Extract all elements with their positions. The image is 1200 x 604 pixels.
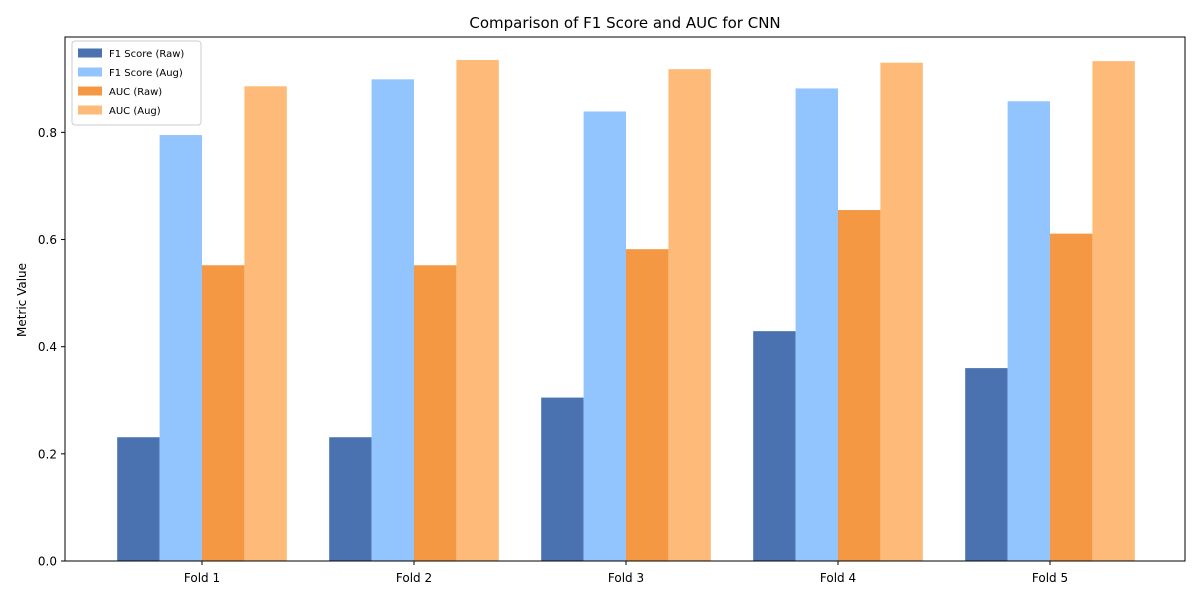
bar-f1-score-aug-1: [159, 135, 202, 562]
bar-auc-aug-5: [1092, 61, 1135, 562]
x-tick-label: Fold 5: [1032, 571, 1068, 585]
y-tick-label: 0.0: [38, 555, 57, 569]
bar-f1-score-raw-2: [329, 437, 372, 561]
x-tick-label: Fold 4: [820, 571, 856, 585]
bar-f1-score-aug-4: [795, 88, 838, 561]
bar-auc-raw-4: [838, 210, 881, 561]
bar-auc-aug-2: [456, 60, 499, 561]
bar-auc-raw-2: [414, 265, 457, 561]
y-tick-label: 0.6: [38, 233, 57, 247]
plot-frame: [64, 36, 1186, 562]
bar-f1-score-raw-1: [117, 437, 160, 561]
bar-f1-score-raw-5: [965, 368, 1008, 561]
legend-box: [71, 40, 202, 126]
legend-label: AUC (Raw): [109, 87, 162, 98]
y-axis-label: Metric Value: [15, 263, 29, 337]
bar-f1-score-raw-4: [753, 331, 796, 561]
legend-swatch: [78, 67, 102, 77]
bars-group: [117, 60, 1135, 562]
x-tick-label: Fold 3: [608, 571, 644, 585]
legend: F1 Score (Raw) F1 Score (Aug) AUC (Raw) AUC…: [71, 40, 202, 126]
y-tick-label: 0.2: [38, 447, 57, 461]
legend-label: F1 Score (Aug): [109, 68, 183, 79]
bar-auc-raw-1: [202, 265, 245, 561]
bar-f1-score-aug-5: [1007, 101, 1050, 561]
y-tick-label: 0.4: [38, 340, 57, 354]
axes-group: 0.0 0.2 0.4 0.6 0.8 Fold 1 Fold 2 Fold 3 Fold 4 F…: [38, 36, 1186, 585]
bar-auc-raw-3: [626, 249, 669, 562]
y-tick-label: 0.8: [38, 126, 57, 140]
legend-swatch: [78, 86, 102, 96]
bar-f1-score-aug-3: [583, 111, 626, 561]
x-tick-label: Fold 2: [396, 571, 432, 585]
bar-auc-aug-4: [880, 62, 923, 561]
bar-auc-aug-1: [244, 86, 287, 561]
chart-title: Comparison of F1 Score and AUC for CNN: [469, 14, 780, 32]
x-tick-label: Fold 1: [184, 571, 220, 585]
legend-label: AUC (Aug): [109, 106, 161, 117]
legend-swatch: [78, 48, 102, 58]
bar-f1-score-aug-2: [371, 79, 414, 561]
bar-auc-aug-3: [668, 69, 711, 562]
bar-auc-raw-5: [1050, 233, 1093, 561]
legend-swatch: [78, 105, 102, 115]
legend-label: F1 Score (Raw): [109, 49, 184, 60]
bar-f1-score-raw-3: [541, 397, 584, 561]
